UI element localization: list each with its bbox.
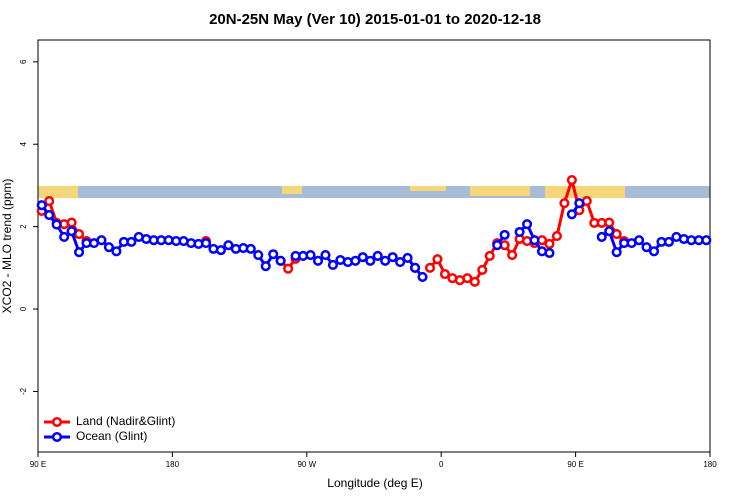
plot-frame <box>37 39 711 453</box>
data-point <box>395 257 406 268</box>
data-point <box>596 231 607 242</box>
y-axis-label: XCO2 - MLO trend (ppm) <box>0 179 14 314</box>
data-point <box>268 249 279 260</box>
data-point <box>462 273 473 284</box>
data-point <box>566 209 577 220</box>
data-point <box>200 238 212 249</box>
data-point <box>417 271 428 282</box>
data-point <box>260 261 271 272</box>
data-point <box>484 250 495 261</box>
y-tick-label: 2 <box>19 224 28 229</box>
data-point <box>529 235 540 246</box>
legend-label: Land (Nadir&Glint) <box>76 414 175 428</box>
x-tick-label: 0 <box>439 460 444 469</box>
data-point <box>424 262 436 273</box>
data-point <box>514 226 525 238</box>
data-point <box>305 250 316 261</box>
x-axis-label: Longitude (deg E) <box>327 476 422 490</box>
y-tick-label: 4 <box>19 141 28 146</box>
data-point <box>365 255 376 266</box>
data-point <box>469 276 480 287</box>
x-tick-label: 90 E <box>30 460 46 469</box>
data-point <box>663 236 674 247</box>
x-tick-label: 90 E <box>567 460 583 469</box>
chart-title: 20N-25N May (Ver 10) 2015-01-01 to 2020-… <box>209 11 541 28</box>
data-point <box>611 247 622 258</box>
data-point <box>126 236 137 247</box>
data-point <box>522 219 533 230</box>
data-point <box>604 226 615 237</box>
y-tick-label: 6 <box>19 59 28 64</box>
data-point <box>559 198 570 209</box>
data-point <box>245 243 256 254</box>
data-point <box>74 247 85 258</box>
data-point <box>59 231 70 242</box>
legend-label: Ocean (Glint) <box>76 429 147 443</box>
data-point <box>111 246 122 257</box>
data-point <box>402 252 413 263</box>
data-point <box>477 264 488 275</box>
x-tick-label: 180 <box>166 460 180 469</box>
data-point <box>432 254 443 265</box>
data-point <box>604 217 615 228</box>
data-point <box>66 226 77 237</box>
data-point <box>507 250 518 261</box>
data-point <box>357 252 368 263</box>
y-tick-label: -2 <box>19 387 28 395</box>
legend-marker <box>51 416 63 428</box>
data-point <box>387 252 398 263</box>
data-point <box>499 229 510 240</box>
data-point <box>701 235 712 246</box>
data-point <box>327 259 338 271</box>
data-point <box>51 219 62 230</box>
data-point <box>574 198 585 209</box>
data-point <box>544 247 555 259</box>
data-point <box>96 235 107 246</box>
x-tick-label: 180 <box>703 460 717 469</box>
data-point <box>44 210 55 221</box>
data-point <box>223 240 234 251</box>
data-point <box>634 235 645 246</box>
data-point <box>44 196 55 207</box>
data-point <box>410 262 421 273</box>
map-strip <box>38 186 710 198</box>
data-point <box>283 263 294 274</box>
data-point <box>103 242 114 253</box>
data-point <box>215 245 226 256</box>
data-point <box>36 200 47 211</box>
y-tick-label: 0 <box>19 306 28 311</box>
data-point <box>372 250 383 261</box>
data-point <box>544 238 555 249</box>
data-point <box>320 250 331 261</box>
data-point <box>380 255 391 266</box>
data-point <box>253 250 264 261</box>
data-point <box>566 175 577 186</box>
data-point <box>66 217 77 228</box>
data-point <box>492 240 503 251</box>
data-point <box>312 255 324 266</box>
data-point <box>439 268 450 280</box>
data-point <box>350 255 361 266</box>
data-point <box>551 231 562 242</box>
legend-marker <box>51 431 63 443</box>
data-point <box>275 255 286 266</box>
data-point <box>641 242 652 253</box>
data-point <box>648 246 660 257</box>
x-tick-label: 90 W <box>297 460 316 469</box>
